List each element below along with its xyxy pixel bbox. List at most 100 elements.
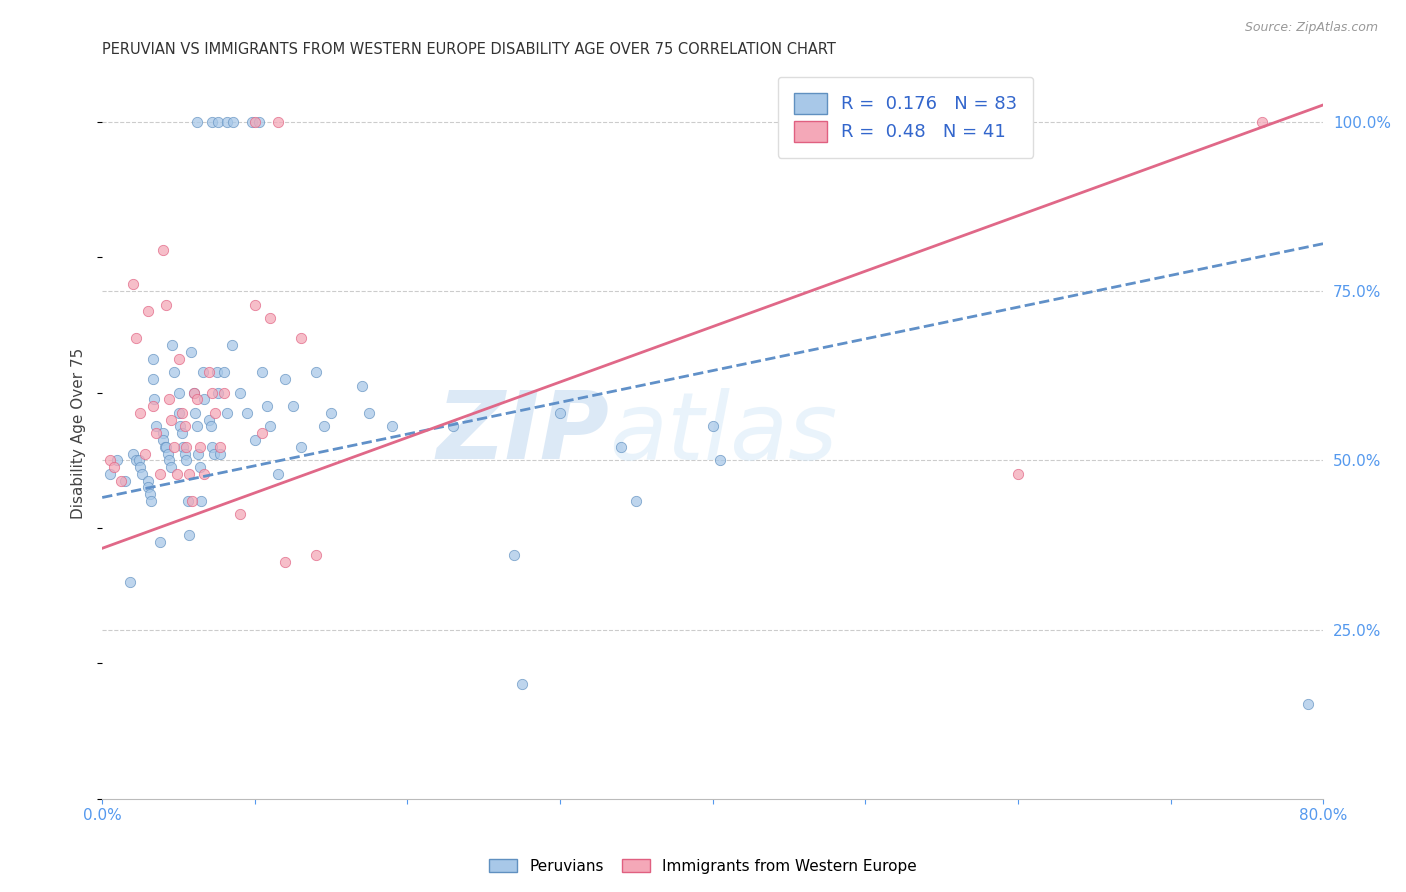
Point [170,406,193,420]
Point [1296,697,1319,711]
Point [249,115,271,129]
Point [259,311,281,326]
Point [174,453,197,467]
Point [183,385,205,400]
Point [207,115,229,129]
Point [240,115,263,129]
Point [256,399,278,413]
Point [136,480,159,494]
Point [186,115,208,129]
Point [181,494,204,508]
Point [139,494,162,508]
Point [290,440,312,454]
Point [98,453,121,467]
Point [166,467,188,481]
Point [153,440,176,454]
Point [228,385,250,400]
Point [610,440,633,454]
Point [167,351,190,366]
Point [172,440,194,454]
Point [131,467,153,481]
Point [121,277,143,292]
Point [179,467,201,481]
Point [274,372,297,386]
Point [281,399,304,413]
Point [134,446,156,460]
Point [183,385,205,400]
Point [312,419,335,434]
Point [149,467,172,481]
Point [267,467,290,481]
Point [214,365,236,379]
Point [228,508,250,522]
Legend: Peruvians, Immigrants from Western Europe: Peruvians, Immigrants from Western Europ… [484,853,922,880]
Point [167,406,190,420]
Point [128,453,150,467]
Point [243,115,266,129]
Point [305,365,328,379]
Point [143,392,166,407]
Point [188,440,211,454]
Point [173,419,195,434]
Point [193,467,215,481]
Point [155,440,177,454]
Point [142,372,165,386]
Point [503,548,526,562]
Point [221,338,243,352]
Point [510,676,533,690]
Point [107,453,129,467]
Point [201,115,224,129]
Legend: R =  0.176   N = 83, R =  0.48   N = 41: R = 0.176 N = 83, R = 0.48 N = 41 [778,77,1033,158]
Point [160,460,183,475]
Point [187,446,209,460]
Point [138,487,160,501]
Point [222,115,245,129]
Text: Source: ZipAtlas.com: Source: ZipAtlas.com [1244,21,1378,34]
Point [702,419,724,434]
Point [157,392,180,407]
Point [259,419,281,434]
Point [1007,467,1029,481]
Point [217,115,239,129]
Point [110,474,132,488]
Point [145,426,167,441]
Point [267,115,290,129]
Point [118,575,141,590]
Point [152,433,174,447]
Point [359,406,381,420]
Point [381,419,404,434]
Point [441,419,464,434]
Point [305,548,328,562]
Point [274,555,297,569]
Point [207,385,229,400]
Point [149,534,172,549]
Point [136,474,159,488]
Point [236,406,259,420]
Point [626,494,648,508]
Point [198,365,221,379]
Point [152,426,174,441]
Point [114,474,136,488]
Point [201,440,224,454]
Point [1251,115,1274,129]
Point [186,419,208,434]
Point [163,365,186,379]
Point [142,351,165,366]
Point [190,494,212,508]
Text: ZIP: ZIP [436,387,609,479]
Point [129,406,152,420]
Point [290,331,312,345]
Point [208,440,231,454]
Point [548,406,571,420]
Point [167,385,190,400]
Point [186,392,208,407]
Point [200,419,222,434]
Point [156,446,179,460]
Point [129,460,152,475]
Point [252,365,274,379]
Point [204,406,226,420]
Point [103,460,125,475]
Point [243,297,266,311]
Point [125,331,148,345]
Point [193,392,215,407]
